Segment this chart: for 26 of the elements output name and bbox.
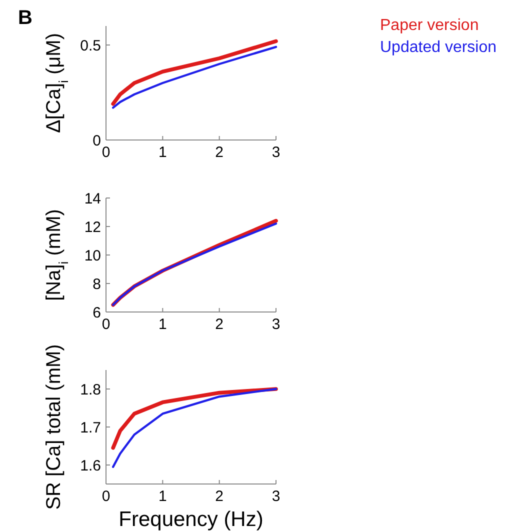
x-tick-label: 2 <box>215 316 224 333</box>
text: Paper version <box>380 17 479 34</box>
y-tick-label: 0 <box>92 132 101 150</box>
text: B <box>18 7 32 29</box>
x-tick-label: 3 <box>272 144 280 161</box>
y-tick-label: 1.7 <box>80 419 101 436</box>
line-series <box>111 387 278 450</box>
y-tick-label: 14 <box>84 190 101 208</box>
text: Updated version <box>380 39 497 56</box>
x-tick-label: 3 <box>272 316 280 333</box>
y-tick-label: 8 <box>92 276 101 293</box>
y-axis-title: SR [Ca] total (mM) <box>43 344 65 510</box>
y-tick-label: 1.8 <box>80 381 101 398</box>
line-series <box>112 388 278 468</box>
y-tick-label: 10 <box>84 247 101 264</box>
x-tick-label: 2 <box>215 488 224 505</box>
x-tick-label: 2 <box>215 144 224 161</box>
y-tick-label: 12 <box>84 218 101 236</box>
y-tick-label: 1.6 <box>80 457 101 474</box>
y-tick-label: 6 <box>92 304 101 322</box>
y-tick-label: 0.5 <box>80 37 101 54</box>
x-tick-label: 3 <box>272 488 280 505</box>
x-tick-label: 1 <box>158 316 167 333</box>
x-tick-label: 1 <box>158 488 167 505</box>
x-axis-title: Frequency (Hz) <box>118 508 264 531</box>
x-tick-label: 1 <box>158 144 167 161</box>
